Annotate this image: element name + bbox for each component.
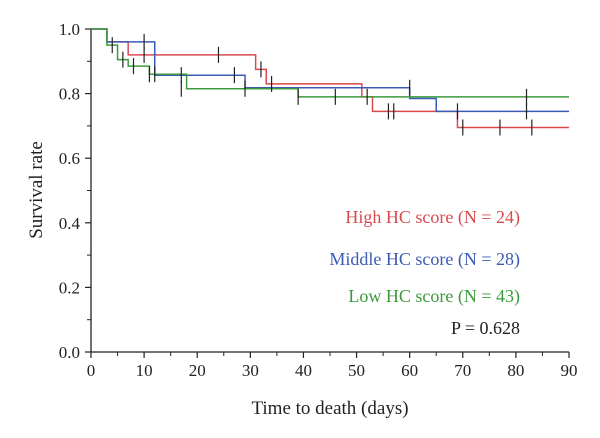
x-tick-label: 40 [295,361,312,380]
x-tick-label: 0 [87,361,96,380]
y-tick-label: 0.6 [59,149,80,168]
survival-curve-low [91,28,569,98]
y-axis-title: Survival rate [26,141,47,239]
x-tick-label: 30 [242,361,259,380]
x-tick-label: 90 [561,361,578,380]
y-tick-label: 0.4 [59,214,81,233]
legend-entry-middle: Middle HC score (N = 28) [329,249,520,270]
x-tick-label: 20 [189,361,206,380]
x-tick-label: 60 [401,361,418,380]
x-tick-label: 10 [136,361,153,380]
survival-curve-high [91,28,569,129]
y-ticks-group: 0.0 0.2 0.4 0.6 0.8 1.0 [59,20,91,362]
y-tick-label: 0.0 [59,343,80,362]
x-axis-title: Time to death (days) [251,398,408,419]
legend-entry-high: High HC score (N = 24) [345,207,520,228]
censor-marks-group [111,33,533,136]
y-tick-label: 0.2 [59,278,80,297]
survival-curve-middle [91,28,569,113]
p-value-annotation: P = 0.628 [451,318,520,338]
y-tick-label: 0.8 [59,85,80,104]
y-tick-label: 1.0 [59,20,80,39]
x-ticks-group: 0 10 20 30 40 50 60 70 80 90 [87,352,578,380]
legend: High HC score (N = 24) Middle HC score (… [329,207,520,307]
x-tick-label: 80 [507,361,524,380]
series-lines-group [91,28,569,129]
x-tick-label: 50 [348,361,365,380]
legend-entry-low: Low HC score (N = 43) [348,286,520,307]
x-tick-label: 70 [454,361,471,380]
